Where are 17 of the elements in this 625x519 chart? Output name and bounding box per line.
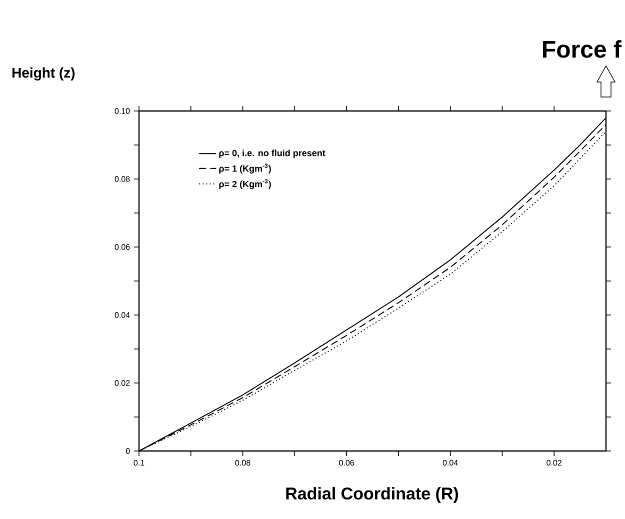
x-tick-label: 0.08 [235, 460, 250, 466]
y-tick-label: 0 [126, 448, 130, 454]
y-tick-label: 0.06 [114, 244, 130, 250]
legend-label: ρ= 2 (Kgm$^{-3}$) [219, 179, 271, 190]
chart-title: Force f [543, 40, 622, 58]
x-tick-label: 0.02 [546, 460, 562, 466]
x-tick-label: 0.06 [339, 460, 354, 466]
x-tick-label: 0.1 [134, 460, 144, 466]
y-tick-label: 0.04 [114, 312, 130, 318]
legend-label: ρ= 0, i.e. no fluid present [219, 150, 326, 158]
y-tick-label: 0.02 [114, 380, 130, 386]
legend-label: ρ= 1 (Kgm$^{-3}$) [219, 164, 271, 174]
y-tick-label: 0.10 [114, 108, 130, 114]
x-tick-label: 0.04 [442, 460, 458, 466]
y-tick-label: 0.08 [114, 176, 130, 182]
x-axis-title: Radial Coordinate (R) [286, 487, 458, 503]
y-axis-title: Height (z) [12, 67, 75, 81]
